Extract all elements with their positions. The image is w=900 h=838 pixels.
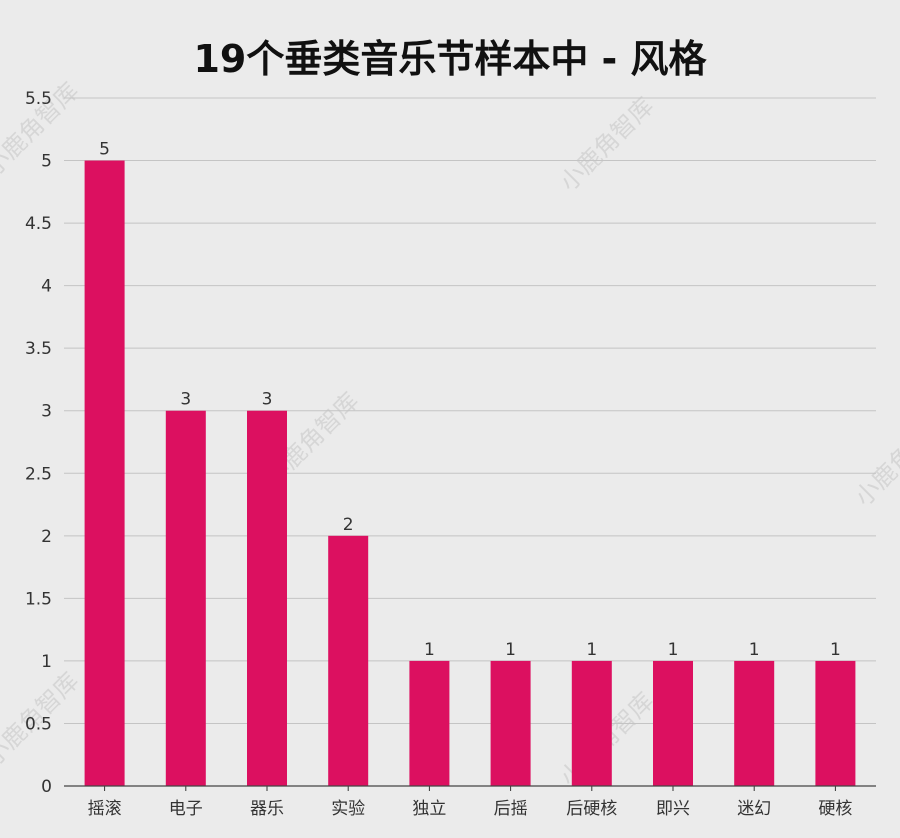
bar — [490, 660, 531, 786]
x-tick-label: 器乐 — [250, 799, 284, 819]
y-axis-ticks: 0 0.5 1 1.5 2 2.5 3 3.5 4 4.5 5 5.5 — [25, 89, 52, 797]
x-tick-label: 独立 — [412, 799, 446, 819]
bars: 5 3 3 2 1 1 1 1 1 1 — [84, 140, 856, 786]
x-axis-ticks: 摇滚 电子 器乐 实验 独立 后摇 后硬核 即兴 迷幻 硬核 — [88, 786, 852, 819]
x-tick-label: 后摇 — [494, 799, 528, 819]
y-tick-label: 0.5 — [25, 714, 52, 734]
x-tick-label: 即兴 — [656, 799, 690, 819]
y-tick-label: 5.5 — [25, 89, 52, 109]
y-tick-label: 2 — [41, 527, 52, 547]
bar — [571, 660, 612, 786]
x-tick-label: 后硬核 — [566, 799, 617, 819]
bar — [84, 160, 125, 786]
bar — [815, 660, 856, 786]
y-tick-label: 0 — [41, 777, 52, 797]
x-tick-label: 实验 — [331, 799, 365, 819]
data-label: 1 — [749, 640, 760, 660]
bar — [328, 535, 369, 786]
data-label: 1 — [830, 640, 841, 660]
data-label: 1 — [424, 640, 435, 660]
y-tick-label: 5 — [41, 152, 52, 172]
data-label: 3 — [262, 390, 273, 410]
bar — [247, 410, 287, 786]
y-tick-label: 2.5 — [25, 464, 52, 484]
x-tick-label: 硬核 — [818, 799, 852, 819]
x-tick-label: 摇滚 — [88, 799, 122, 819]
y-tick-label: 3 — [41, 402, 52, 422]
data-label: 5 — [99, 140, 110, 160]
y-tick-label: 1.5 — [25, 589, 52, 609]
data-label: 1 — [505, 640, 516, 660]
y-tick-label: 1 — [41, 652, 52, 672]
bar — [409, 660, 450, 786]
y-tick-label: 4.5 — [25, 214, 52, 234]
x-tick-label: 电子 — [169, 799, 203, 819]
chart-title: 19个垂类音乐节样本中 - 风格 — [193, 37, 707, 81]
data-label: 1 — [668, 640, 679, 660]
bar — [165, 410, 206, 786]
bar — [653, 660, 693, 786]
data-label: 2 — [343, 515, 354, 535]
data-label: 1 — [586, 640, 597, 660]
y-tick-label: 3.5 — [25, 339, 52, 359]
y-tick-label: 4 — [41, 277, 52, 297]
bar — [734, 660, 775, 786]
x-tick-label: 迷幻 — [737, 799, 771, 819]
data-label: 3 — [180, 390, 191, 410]
